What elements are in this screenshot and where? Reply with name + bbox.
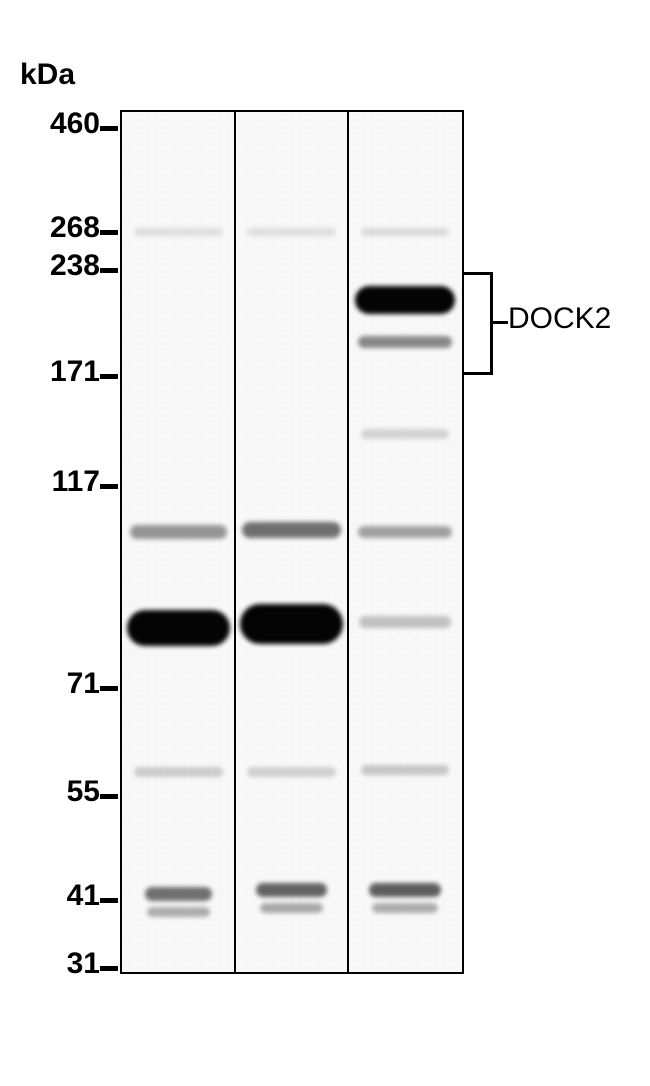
band (361, 765, 450, 775)
bracket-line (464, 372, 490, 375)
bracket-line (490, 321, 508, 324)
marker-tick (100, 484, 118, 489)
marker-tick (100, 126, 118, 131)
band (372, 903, 438, 913)
band (147, 907, 209, 917)
band (361, 429, 450, 439)
marker-label-238: 238 (50, 249, 100, 283)
marker-label-117: 117 (52, 465, 100, 499)
marker-label-460: 460 (50, 107, 100, 141)
marker-label-55: 55 (67, 775, 100, 809)
band (361, 228, 450, 236)
lane-divider (347, 112, 349, 972)
marker-tick (100, 268, 118, 273)
band (240, 604, 344, 644)
marker-label-71: 71 (67, 667, 100, 701)
band (355, 286, 455, 314)
marker-label-41: 41 (67, 879, 100, 913)
band (256, 883, 326, 897)
blot-noise (122, 112, 462, 972)
band (127, 610, 231, 646)
bracket-line (490, 272, 493, 375)
marker-tick (100, 794, 118, 799)
marker-tick (100, 966, 118, 971)
band (134, 767, 222, 777)
marker-tick (100, 898, 118, 903)
band (369, 883, 442, 897)
blot-area: HeLa293TJurkat (120, 110, 464, 974)
marker-tick (100, 230, 118, 235)
marker-label-268: 268 (50, 211, 100, 245)
band (145, 887, 213, 901)
band (358, 336, 451, 348)
lane-label-row: HeLa293TJurkat (122, 972, 462, 974)
band (359, 616, 450, 628)
marker-label-31: 31 (67, 947, 100, 981)
band (134, 228, 222, 236)
lane-divider (234, 112, 236, 972)
target-label-dock2: DOCK2 (508, 302, 611, 336)
band (247, 767, 335, 777)
marker-tick (100, 686, 118, 691)
blot-figure: kDa 460 268 238 171 117 71 55 41 31 HeLa293TJurk… (0, 0, 650, 1086)
marker-tick (100, 374, 118, 379)
axis-unit-label: kDa (20, 58, 75, 92)
marker-label-171: 171 (50, 355, 100, 389)
band (260, 903, 323, 913)
band (247, 228, 335, 236)
band (358, 526, 451, 538)
bracket-line (464, 272, 490, 275)
band (242, 522, 341, 538)
band (130, 525, 226, 539)
